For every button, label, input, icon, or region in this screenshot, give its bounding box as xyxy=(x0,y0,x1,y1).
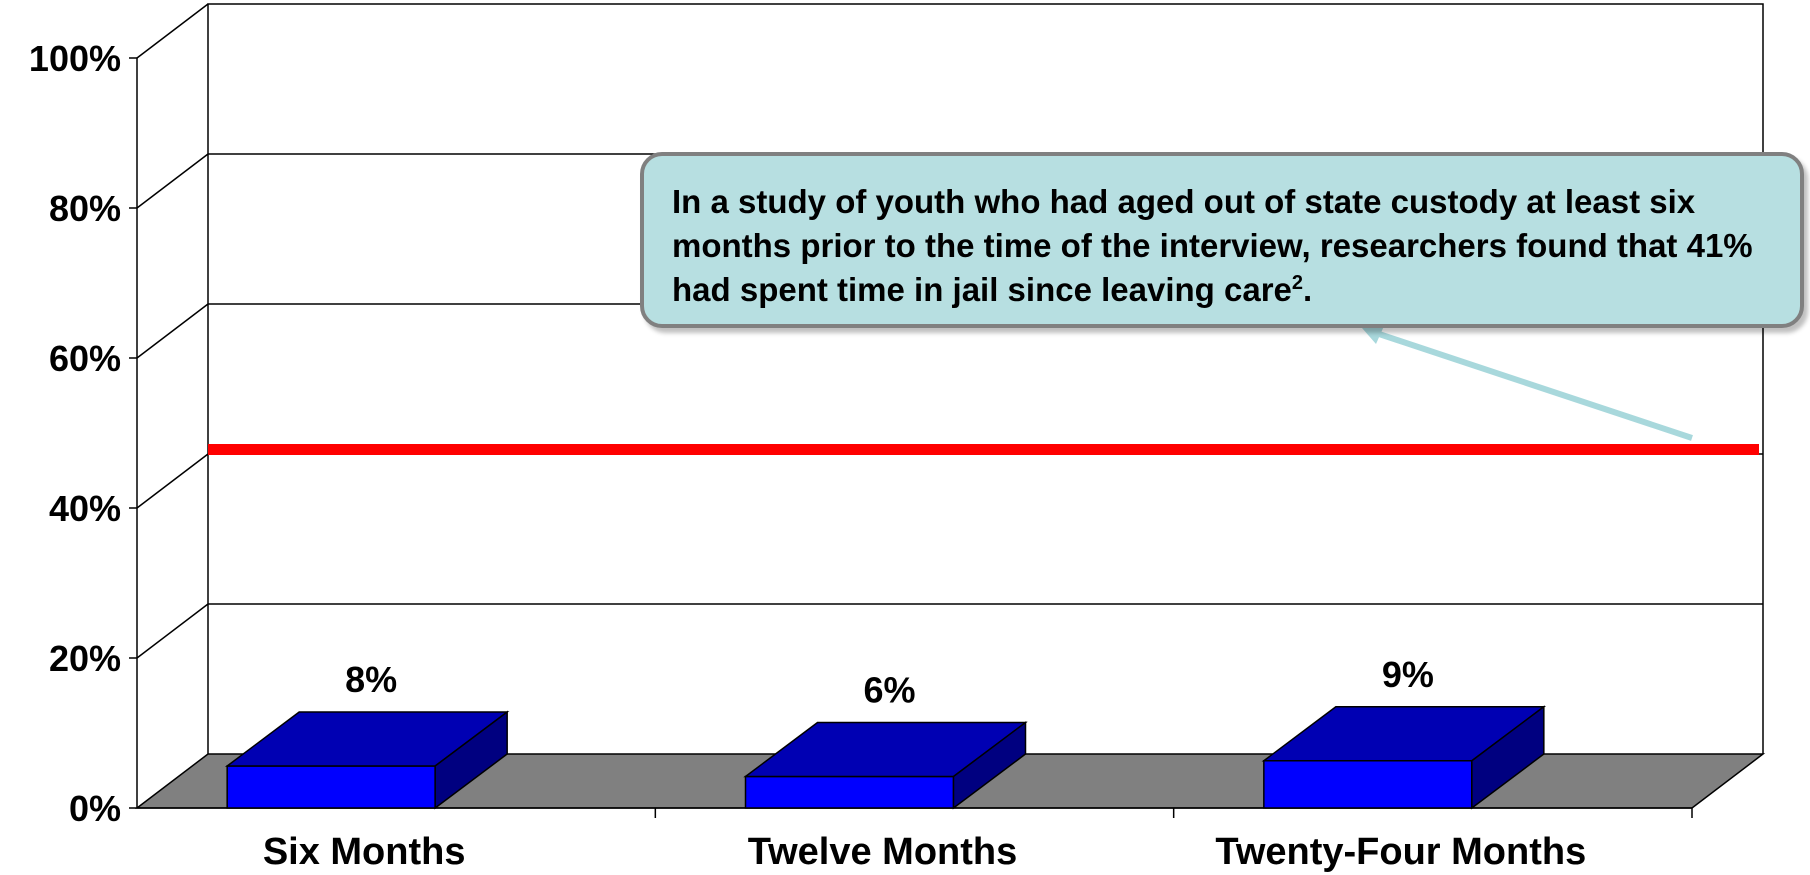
bar-side xyxy=(1471,705,1545,810)
y-tick-label: 80% xyxy=(49,188,121,229)
bar-value-label: 9% xyxy=(1382,654,1434,695)
y-tick-label: 60% xyxy=(49,338,121,379)
bar-side xyxy=(952,721,1027,810)
bar-front xyxy=(1263,760,1473,809)
y-tick-label: 100% xyxy=(29,38,121,79)
gridline-diagonal xyxy=(136,453,209,509)
annotation-text: In a study of youth who had aged out of … xyxy=(672,183,1753,308)
callout-arrow-head xyxy=(1362,326,1384,344)
bars xyxy=(224,705,1547,810)
annotation-callout: In a study of youth who had aged out of … xyxy=(640,152,1804,328)
y-tick-label: 40% xyxy=(49,488,121,529)
callout-arrow-group xyxy=(1362,326,1693,441)
bar-side xyxy=(434,710,508,810)
bar-value-label: 8% xyxy=(345,659,397,700)
labels: 0% 20% 40% 60% 80% 100% 8% Six Months 6% Twelve M… xyxy=(29,38,1586,873)
y-tick-label: 20% xyxy=(49,638,121,679)
bar-front xyxy=(226,765,436,809)
x-category-label: Twelve Months xyxy=(748,831,1018,873)
bar-front xyxy=(744,775,955,809)
x-category-label: Twenty-Four Months xyxy=(1215,831,1586,873)
x-category-label: Six Months xyxy=(263,831,466,873)
top-diagonal xyxy=(136,3,209,59)
annotation-suffix: . xyxy=(1303,271,1313,308)
gridlines xyxy=(136,3,1763,659)
callout-arrow xyxy=(1369,328,1693,441)
annotation-superscript: 2 xyxy=(1291,272,1304,294)
back-wall-outline xyxy=(207,3,1764,754)
gridline-diagonal xyxy=(136,603,209,659)
y-tick-label: 0% xyxy=(69,788,121,829)
gridline-diagonal xyxy=(136,153,209,209)
gridline-diagonal xyxy=(136,303,209,359)
bar-value-label: 6% xyxy=(863,670,915,711)
